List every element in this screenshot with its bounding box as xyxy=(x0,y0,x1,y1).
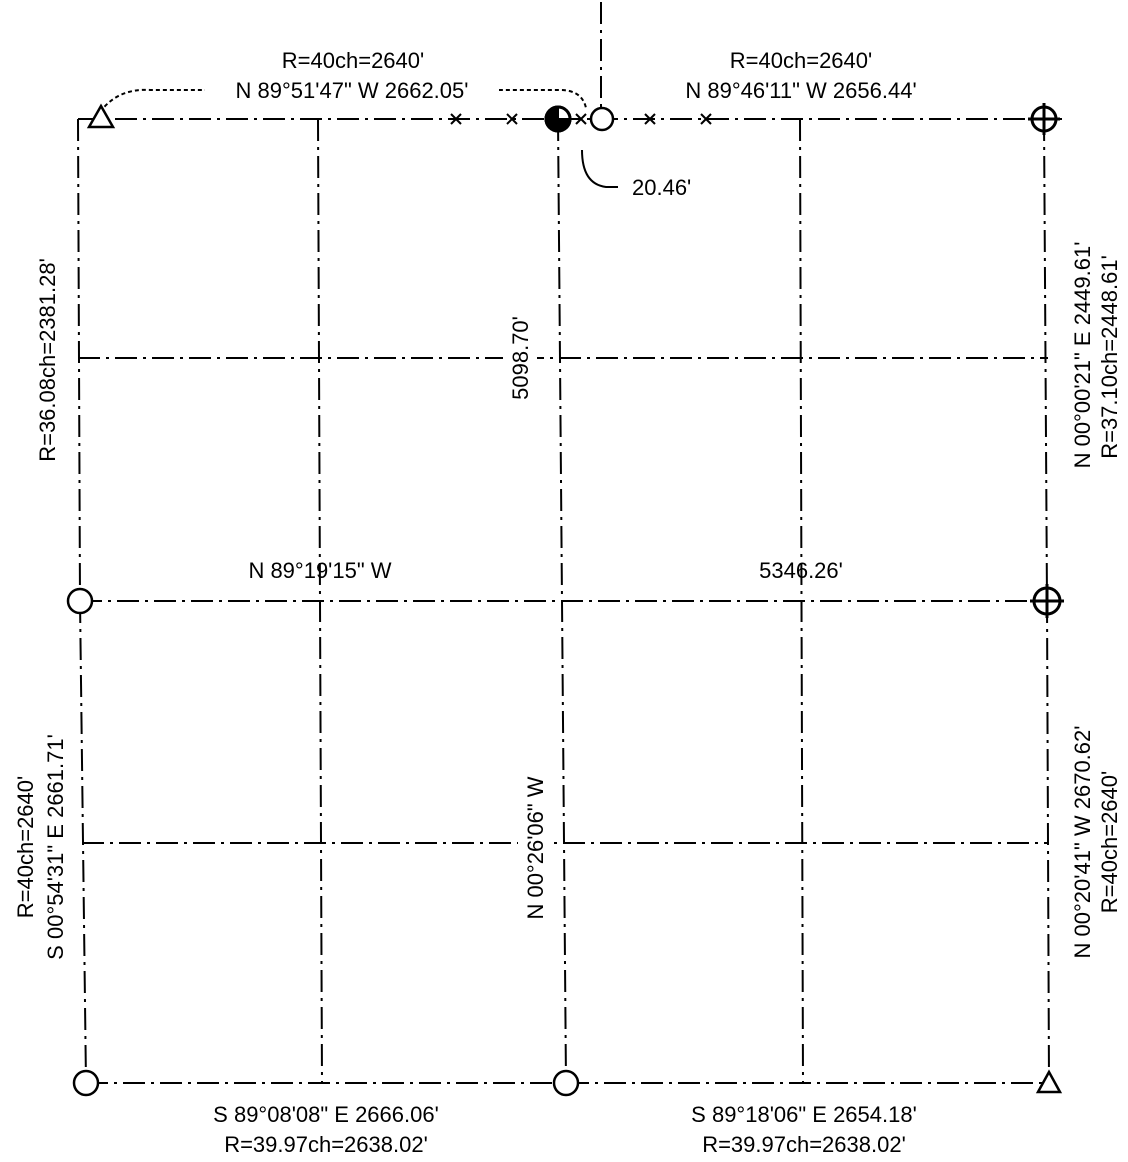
x-mark-icon xyxy=(700,113,712,125)
east-sixteenth-line xyxy=(799,118,804,1084)
filled-quadrant-circle-icon xyxy=(544,105,572,133)
east-boundary-line xyxy=(1043,118,1048,602)
triangle-icon xyxy=(86,103,116,129)
south-bearing-right: S 89°18'06" E 2654.18' xyxy=(691,1102,917,1127)
offset-leader xyxy=(581,149,618,188)
circle-icon xyxy=(72,1069,100,1097)
x-mark-icon xyxy=(506,113,518,125)
x-mark-icon xyxy=(450,113,462,125)
east-upper-record: R=37.10ch=2448.61' xyxy=(1097,255,1122,459)
midline-distance: 5346.26' xyxy=(759,558,843,583)
west-lower-record: R=40ch=2640' xyxy=(13,776,38,918)
east-boundary-line-lower xyxy=(1046,600,1050,1084)
crossed-circle-icon xyxy=(1028,103,1060,135)
south-bearing-left: S 89°08'08" E 2666.06' xyxy=(213,1102,439,1127)
offset-distance-label: 20.46' xyxy=(632,175,691,200)
north-record-left: R=40ch=2640' xyxy=(282,48,424,73)
fence-marks xyxy=(450,113,712,125)
section-lines xyxy=(77,2,1065,1084)
north-record-right: R=40ch=2640' xyxy=(730,48,872,73)
monuments xyxy=(66,103,1064,1097)
circle-icon xyxy=(552,1069,580,1097)
midline-bearing: N 89°19'15" W xyxy=(248,558,391,583)
south-record-right: R=39.97ch=2638.02' xyxy=(702,1132,906,1157)
west-sixteenth-line xyxy=(317,118,323,1084)
west-boundary-line xyxy=(77,118,81,602)
east-upper-bearing: N 00°00'21" E 2449.61' xyxy=(1070,242,1095,469)
triangle-icon xyxy=(1035,1069,1063,1094)
x-mark-icon xyxy=(644,113,656,125)
circle-icon xyxy=(589,106,615,132)
center-north-south-line xyxy=(557,118,567,1084)
south-record-left: R=39.97ch=2638.02' xyxy=(224,1132,428,1157)
north-bearing-left: N 89°51'47" W 2662.05' xyxy=(236,78,469,103)
labels: R=40ch=2640' N 89°51'47" W 2662.05' R=40… xyxy=(13,48,1122,1157)
center-south-bearing: N 00°26'06" W xyxy=(523,776,548,919)
west-lower-bearing: S 00°54'31" E 2661.71' xyxy=(43,734,68,960)
east-lower-bearing: N 00°20'41" W 2670.62' xyxy=(1070,726,1095,959)
west-boundary-line-lower xyxy=(79,600,87,1084)
circle-icon xyxy=(66,587,94,615)
west-upper-record: R=36.08ch=2381.28' xyxy=(35,258,60,462)
crossed-circle-icon xyxy=(1030,584,1064,618)
center-north-distance: 5098.70' xyxy=(508,316,533,400)
x-mark-icon xyxy=(575,113,587,125)
east-lower-record: R=40ch=2640' xyxy=(1097,771,1122,913)
north-bearing-right: N 89°46'11" W 2656.44' xyxy=(685,78,916,103)
